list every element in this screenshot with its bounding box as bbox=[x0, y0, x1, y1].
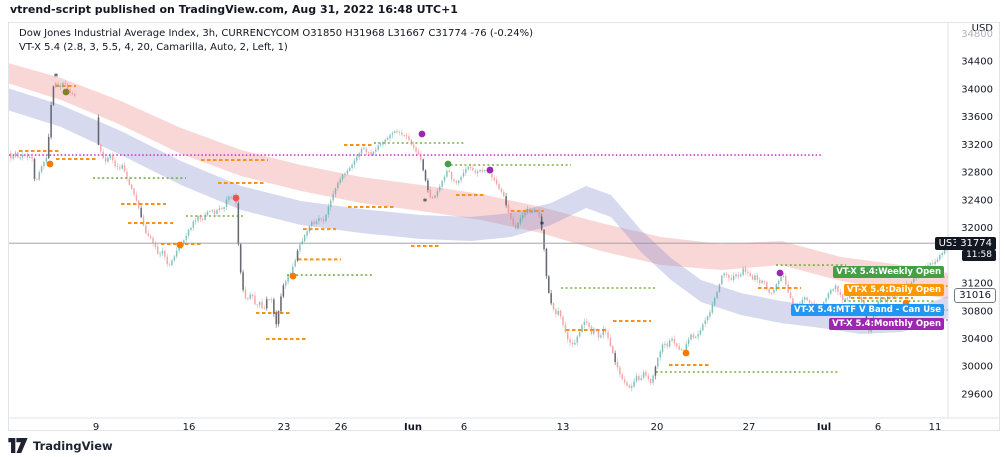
signal-dot bbox=[418, 130, 426, 138]
star-marker: * bbox=[540, 220, 545, 230]
countdown-badge: 11:58 bbox=[962, 249, 996, 261]
signal-dot bbox=[776, 269, 784, 277]
price-axis-currency: USD bbox=[972, 23, 994, 34]
time-tick-label[interactable]: 27 bbox=[743, 422, 756, 430]
time-tick-label[interactable]: 6 bbox=[875, 422, 881, 430]
signal-dot bbox=[46, 160, 54, 168]
price-tick-label[interactable]: 32400 bbox=[961, 195, 993, 206]
price-tick-label[interactable]: 29600 bbox=[961, 389, 993, 400]
indicator-level-label: VT-X 5.4:MTF V Band - Can Use bbox=[791, 303, 944, 316]
indicator-level-label: VT-X 5.4:Daily Open bbox=[843, 283, 944, 296]
signal-dot bbox=[682, 349, 690, 357]
tradingview-attribution[interactable]: TradingView bbox=[8, 438, 113, 453]
chart-legend[interactable]: Dow Jones Industrial Average Index, 3h, … bbox=[19, 27, 533, 55]
time-tick-label[interactable]: Jun bbox=[403, 422, 422, 430]
price-tick-label[interactable]: 33600 bbox=[961, 112, 993, 123]
price-tick-label[interactable]: 34800 bbox=[961, 29, 993, 40]
time-tick-label[interactable]: 11 bbox=[929, 422, 942, 430]
published-note: vtrend-script published on TradingView.c… bbox=[10, 3, 458, 16]
signal-dot bbox=[232, 194, 240, 202]
last-price-badge: 31774 bbox=[956, 236, 996, 250]
price-tick-label[interactable]: 32000 bbox=[961, 223, 993, 234]
star-marker: * bbox=[54, 72, 59, 82]
signal-dot bbox=[289, 272, 297, 280]
indicator-level-label: VT-X 5.4:Monthly Open bbox=[829, 317, 944, 330]
price-tick-label[interactable]: 32800 bbox=[961, 168, 993, 179]
legend-symbol-line[interactable]: Dow Jones Industrial Average Index, 3h, … bbox=[19, 28, 534, 39]
price-tick-label[interactable]: 34000 bbox=[961, 84, 993, 95]
price-tick-label[interactable]: 30400 bbox=[961, 334, 993, 345]
tradingview-logo-icon bbox=[8, 438, 28, 453]
signal-dot bbox=[176, 241, 184, 249]
signal-dot bbox=[62, 88, 70, 96]
signal-dot bbox=[486, 166, 494, 174]
time-tick-label[interactable]: 23 bbox=[278, 422, 291, 430]
time-tick-label[interactable]: 13 bbox=[557, 422, 570, 430]
indicator-level-label: VT-X 5.4:Weekly Open bbox=[833, 266, 944, 279]
star-marker: * bbox=[423, 198, 428, 208]
chart-card: * * * USD 34800 34400 34000 33600 33200 32800 3240… bbox=[8, 22, 1000, 431]
time-tick-label[interactable]: 6 bbox=[461, 422, 467, 430]
time-tick-label[interactable]: Jul bbox=[816, 422, 831, 430]
time-tick-label[interactable]: 20 bbox=[651, 422, 664, 430]
legend-indicator-line[interactable]: VT-X 5.4 (2.8, 3, 5.5, 4, 20, Camarilla,… bbox=[19, 42, 288, 53]
signal-dot bbox=[444, 160, 452, 168]
time-tick-label[interactable]: 16 bbox=[183, 422, 196, 430]
level-price-badge: 31016 bbox=[954, 288, 996, 304]
price-tick-label[interactable]: 31200 bbox=[961, 279, 993, 290]
slow-ma-band bbox=[9, 63, 948, 299]
price-tick-label[interactable]: 33200 bbox=[961, 140, 993, 151]
price-tick-label[interactable]: 30800 bbox=[961, 306, 993, 317]
time-tick-label[interactable]: 26 bbox=[335, 422, 348, 430]
price-tick-label[interactable]: 34400 bbox=[961, 57, 993, 68]
time-tick-label[interactable]: 9 bbox=[93, 422, 99, 430]
price-tick-label[interactable]: 30000 bbox=[961, 362, 993, 373]
brand-name: TradingView bbox=[33, 438, 113, 453]
